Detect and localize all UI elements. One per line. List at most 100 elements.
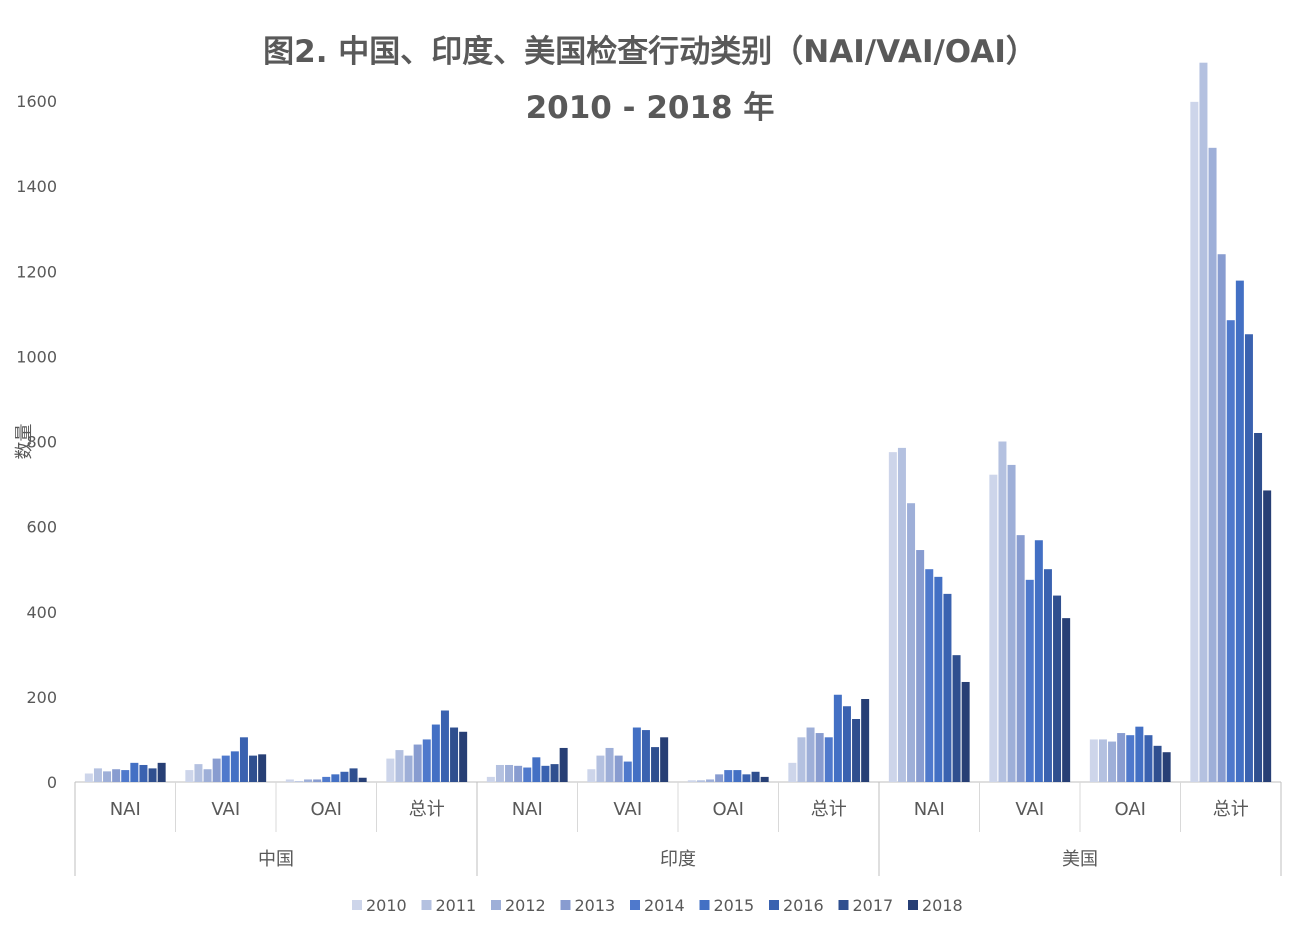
bar-印度-OAI-2013 [715, 774, 724, 782]
y-axis-label: 数量 [14, 424, 35, 460]
bar-美国-总计-2017 [1254, 432, 1263, 782]
bar-美国-OAI-2017 [1153, 745, 1162, 782]
bar-中国-VAI-2010 [185, 770, 194, 782]
x-group-label: 美国 [1062, 849, 1098, 870]
x-category-label: NAI [110, 799, 141, 820]
bar-美国-NAI-2011 [897, 447, 906, 782]
bar-印度-总计-2012 [806, 727, 815, 782]
bar-中国-OAI-2017 [349, 768, 358, 782]
bar-中国-总计-2011 [395, 750, 404, 782]
bar-中国-NAI-2016 [139, 764, 148, 782]
legend-label: 2013 [575, 896, 616, 915]
bar-中国-总计-2013 [413, 744, 422, 782]
y-tick-label: 600 [26, 518, 57, 537]
legend-swatch [769, 900, 779, 910]
bar-美国-总计-2015 [1235, 280, 1244, 782]
bar-印度-NAI-2012 [505, 764, 514, 782]
bar-印度-OAI-2016 [742, 774, 751, 782]
bar-印度-VAI-2014 [623, 761, 632, 782]
bar-印度-NAI-2013 [514, 765, 523, 782]
bar-印度-OAI-2010 [687, 780, 696, 782]
bar-中国-NAI-2010 [84, 773, 93, 782]
bar-美国-OAI-2014 [1126, 735, 1135, 782]
legend-label: 2017 [853, 896, 894, 915]
bar-印度-总计-2011 [797, 737, 806, 782]
x-category-label: 总计 [811, 799, 847, 820]
y-tick-label: 1000 [16, 347, 57, 366]
bar-印度-NAI-2017 [550, 764, 559, 782]
bar-印度-NAI-2011 [495, 764, 504, 782]
bar-中国-VAI-2011 [194, 764, 203, 782]
bar-美国-总计-2013 [1217, 254, 1226, 783]
bar-美国-OAI-2013 [1117, 733, 1126, 782]
legend-swatch [491, 900, 501, 910]
bar-中国-NAI-2014 [121, 770, 130, 782]
bar-美国-OAI-2011 [1098, 739, 1107, 782]
bar-美国-VAI-2012 [1007, 464, 1016, 782]
x-category-label: OAI [713, 799, 744, 820]
bar-美国-VAI-2018 [1062, 618, 1071, 782]
x-category-label: 总计 [409, 799, 445, 820]
legend-swatch [908, 900, 918, 910]
bar-印度-VAI-2016 [641, 730, 650, 782]
bar-美国-VAI-2017 [1053, 595, 1062, 782]
x-group-label: 中国 [258, 849, 294, 870]
bar-印度-VAI-2012 [605, 747, 614, 782]
bar-美国-OAI-2016 [1144, 735, 1153, 782]
legend-label: 2018 [922, 896, 963, 915]
bar-美国-总计-2011 [1199, 62, 1208, 783]
bar-印度-NAI-2010 [486, 776, 495, 782]
bar-中国-OAI-2018 [358, 777, 367, 782]
bar-印度-总计-2017 [852, 719, 861, 782]
bar-中国-VAI-2018 [258, 754, 267, 782]
legend-label: 2010 [366, 896, 407, 915]
bar-美国-NAI-2016 [943, 593, 952, 782]
bar-印度-VAI-2018 [660, 737, 669, 782]
bar-中国-NAI-2013 [112, 769, 121, 782]
bar-美国-NAI-2015 [934, 576, 943, 782]
bar-美国-总计-2018 [1263, 490, 1272, 782]
bar-美国-VAI-2016 [1043, 569, 1052, 782]
x-category-label: NAI [914, 799, 945, 820]
bar-中国-VAI-2012 [203, 769, 212, 782]
legend-swatch [421, 900, 432, 910]
chart-title-line-1: 图2. 中国、印度、美国检查行动类别（NAI/VAI/OAI） [263, 34, 1037, 70]
bar-中国-NAI-2018 [157, 762, 166, 782]
bar-印度-NAI-2014 [523, 767, 532, 782]
bar-美国-OAI-2018 [1162, 752, 1171, 782]
x-category-label: 总计 [1213, 799, 1249, 820]
bar-中国-OAI-2011 [294, 781, 303, 782]
bar-印度-总计-2010 [788, 762, 797, 782]
bar-美国-NAI-2018 [961, 681, 970, 782]
bar-中国-VAI-2013 [212, 758, 221, 782]
y-tick-label: 1600 [16, 92, 57, 111]
x-category-label: VAI [1015, 799, 1044, 820]
y-tick-label: 400 [26, 603, 57, 622]
bar-中国-OAI-2010 [285, 779, 294, 782]
legend-label: 2012 [505, 896, 546, 915]
legend-swatch [560, 900, 571, 910]
bar-中国-VAI-2016 [239, 737, 248, 782]
legend-swatch [838, 900, 849, 910]
x-category-label: NAI [512, 799, 543, 820]
bar-印度-OAI-2015 [733, 770, 742, 782]
x-category-label: VAI [211, 799, 240, 820]
bar-中国-VAI-2017 [249, 755, 258, 782]
legend-label: 2015 [714, 896, 755, 915]
bar-中国-NAI-2017 [148, 768, 157, 782]
bar-美国-VAI-2015 [1034, 540, 1043, 782]
legend-label: 2016 [783, 896, 824, 915]
bar-印度-OAI-2017 [751, 771, 760, 782]
bar-印度-VAI-2017 [651, 747, 660, 782]
bar-印度-OAI-2011 [696, 780, 705, 782]
bar-印度-总计-2016 [842, 706, 851, 782]
bar-印度-VAI-2011 [596, 755, 605, 782]
bar-中国-NAI-2015 [130, 762, 139, 782]
bar-中国-NAI-2012 [103, 771, 112, 782]
bar-印度-总计-2014 [824, 737, 833, 782]
legend-swatch [352, 900, 362, 910]
y-tick-label: 0 [47, 773, 57, 792]
bar-印度-OAI-2012 [706, 779, 715, 782]
